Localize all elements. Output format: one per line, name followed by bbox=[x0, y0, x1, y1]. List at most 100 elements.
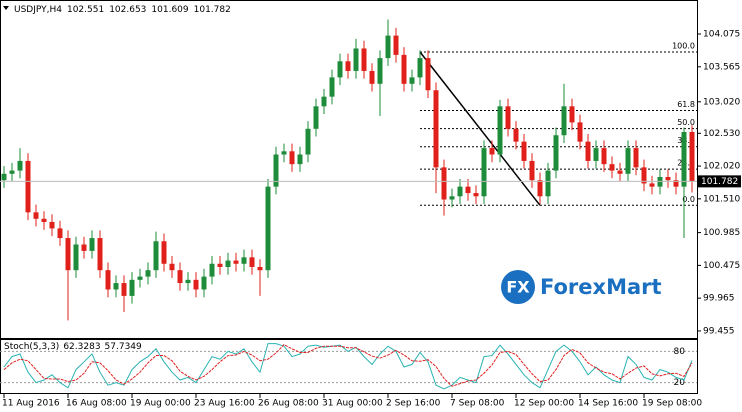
candle-body bbox=[409, 77, 415, 84]
x-tick-label: 19 Aug 00:00 bbox=[130, 399, 191, 409]
candle-body bbox=[465, 186, 471, 194]
candle-body bbox=[401, 54, 407, 84]
logo-icon bbox=[501, 270, 535, 304]
candle-body bbox=[185, 279, 191, 284]
candle-body bbox=[537, 180, 543, 197]
x-tick-label: 2 Sep 16:00 bbox=[386, 399, 441, 409]
candle-body bbox=[73, 244, 79, 271]
candle-body bbox=[489, 148, 495, 155]
candle-body bbox=[33, 212, 39, 219]
y-tick-label: 104.075 bbox=[703, 29, 740, 39]
x-tick-label: 14 Sep 16:00 bbox=[578, 399, 638, 409]
header-arrow bbox=[3, 6, 9, 10]
last-price-box bbox=[697, 175, 741, 188]
candle-body bbox=[41, 218, 47, 222]
candle-body bbox=[457, 186, 463, 197]
candle-body bbox=[441, 167, 447, 200]
x-tick-label: 16 Aug 08:00 bbox=[66, 399, 127, 409]
candle-body bbox=[497, 106, 503, 155]
candle-body bbox=[593, 148, 599, 161]
candle-body bbox=[201, 276, 207, 290]
candle-body bbox=[145, 270, 151, 277]
candle-body bbox=[689, 131, 695, 182]
stoch-label-part: 57.7349 bbox=[105, 342, 142, 352]
candle-body bbox=[1, 173, 7, 181]
candle-body bbox=[673, 180, 679, 187]
candle-body bbox=[49, 221, 55, 229]
candle-body bbox=[385, 35, 391, 59]
candle-body bbox=[65, 238, 71, 271]
x-tick-label: 7 Sep 08:00 bbox=[450, 399, 505, 409]
candle-body bbox=[353, 48, 359, 71]
x-tick-label: 26 Aug 08:00 bbox=[258, 399, 319, 409]
candle-body bbox=[505, 106, 511, 129]
candle-body bbox=[129, 279, 135, 296]
last-price-label: 101.782 bbox=[701, 177, 738, 187]
candle-body bbox=[217, 263, 223, 267]
candle-body bbox=[513, 128, 519, 142]
candle-body bbox=[361, 48, 367, 71]
candle-body bbox=[17, 160, 23, 171]
candle-body bbox=[625, 148, 631, 174]
candle-body bbox=[209, 263, 215, 277]
stoch-level-label: 20 bbox=[674, 378, 686, 388]
candle-body bbox=[297, 154, 303, 165]
stoch-label-part: Stoch(5,3,3) bbox=[4, 342, 59, 352]
y-tick-label: 99.455 bbox=[703, 326, 735, 336]
candle-body bbox=[57, 228, 63, 239]
candle-body bbox=[529, 160, 535, 181]
y-tick-label: 101.510 bbox=[703, 194, 740, 204]
candle-body bbox=[569, 106, 575, 123]
candle-body bbox=[153, 241, 159, 271]
candle-body bbox=[177, 270, 183, 284]
candle-body bbox=[89, 238, 95, 251]
x-tick-label: 19 Sep 08:00 bbox=[642, 399, 702, 409]
logo: FX ForexMart bbox=[501, 270, 662, 304]
header-part: 101.609 bbox=[151, 5, 188, 15]
candle-body bbox=[665, 177, 671, 181]
y-tick-label: 103.020 bbox=[703, 97, 740, 107]
logo-icon-text: FX bbox=[506, 278, 530, 297]
candle-body bbox=[521, 141, 527, 161]
candle-body bbox=[417, 58, 423, 78]
candle-body bbox=[249, 257, 255, 267]
candle-body bbox=[289, 151, 295, 165]
candle-body bbox=[393, 35, 399, 55]
candle-body bbox=[241, 257, 247, 264]
y-tick-label: 99.965 bbox=[703, 294, 735, 304]
y-tick-label: 102.020 bbox=[703, 162, 740, 172]
candle-body bbox=[337, 61, 343, 78]
candle-body bbox=[425, 58, 431, 91]
candle-body bbox=[641, 167, 647, 184]
candle-body bbox=[81, 244, 87, 251]
price-pane bbox=[0, 0, 698, 339]
candle-body bbox=[137, 276, 143, 280]
candle-body bbox=[601, 148, 607, 165]
header-part: 101.782 bbox=[194, 5, 231, 15]
candle-body bbox=[105, 270, 111, 290]
candle-body bbox=[121, 283, 127, 296]
stoch-signal bbox=[3, 344, 693, 387]
candle-body bbox=[577, 122, 583, 142]
stoch-main bbox=[3, 343, 693, 390]
fib-label: 100.0 bbox=[672, 41, 695, 50]
candle-body bbox=[321, 96, 327, 107]
x-tick-label: 12 Sep 00:00 bbox=[514, 399, 574, 409]
candle-body bbox=[265, 186, 271, 271]
candle-body bbox=[161, 241, 167, 264]
x-tick-label: 11 Aug 2016 bbox=[2, 399, 60, 409]
candle-body bbox=[169, 263, 175, 271]
candle-body bbox=[473, 193, 479, 197]
y-tick-label: 102.530 bbox=[703, 129, 740, 139]
candle-body bbox=[193, 279, 199, 290]
candle-body bbox=[369, 70, 375, 84]
candle-body bbox=[97, 238, 103, 271]
x-tick-label: 31 Aug 00:00 bbox=[322, 399, 383, 409]
header-part: 102.551 bbox=[67, 5, 104, 15]
logo-text: ForexMart bbox=[540, 275, 662, 299]
fib-label: 50.0 bbox=[677, 118, 695, 127]
candle-body bbox=[617, 170, 623, 174]
candle-body bbox=[561, 106, 567, 136]
